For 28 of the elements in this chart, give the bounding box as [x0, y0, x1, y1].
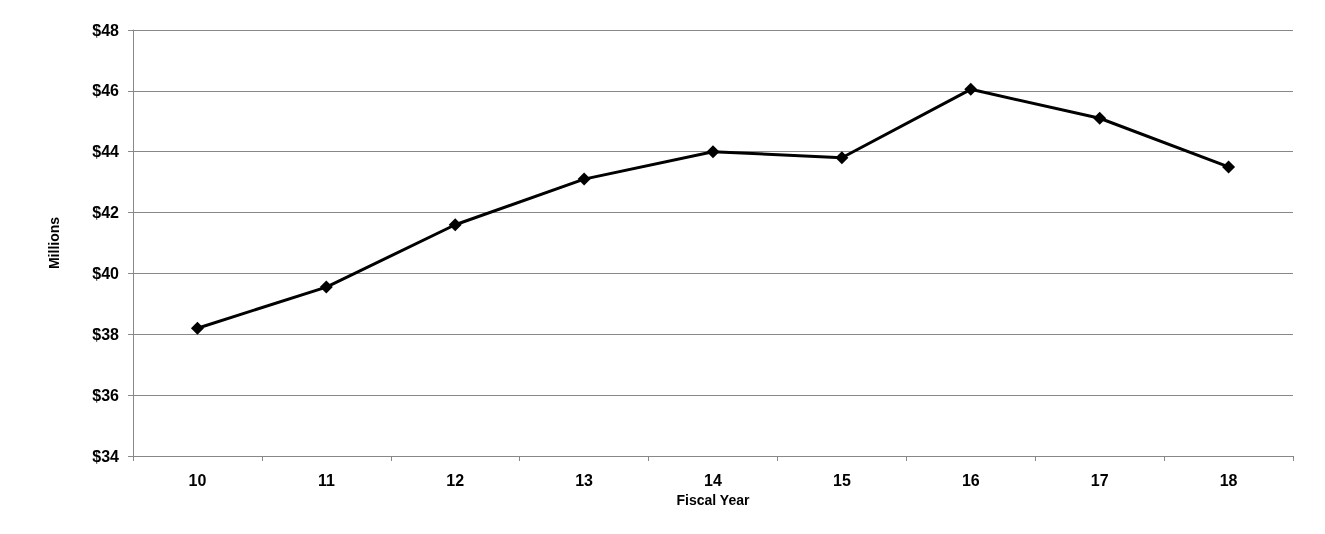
- y-tick-label: $44: [92, 143, 120, 161]
- y-tick-label: $38: [92, 325, 120, 343]
- point: [835, 151, 849, 165]
- x-tick-label: 13: [575, 471, 594, 489]
- y-tick-label: $48: [92, 21, 120, 39]
- x-tick-label: 16: [961, 471, 980, 489]
- point: [1222, 160, 1236, 174]
- x-tick-label: 10: [188, 471, 207, 489]
- point: [964, 82, 978, 96]
- y-tick-label: $40: [92, 264, 120, 282]
- x-tick-label: 12: [446, 471, 465, 489]
- point: [706, 145, 720, 159]
- y-tick-label: $42: [92, 204, 120, 222]
- y-tick-label: $34: [92, 447, 120, 465]
- y-axis-title: Millions: [46, 216, 62, 270]
- x-tick-label: 14: [704, 471, 722, 489]
- point: [1093, 111, 1107, 125]
- point: [319, 280, 333, 294]
- x-axis-title: Fiscal Year: [676, 491, 750, 508]
- x-tick-label: 17: [1090, 471, 1109, 489]
- x-tick-label: 18: [1219, 471, 1238, 489]
- x-tick-label: 11: [317, 471, 335, 489]
- x-tick-label: 15: [832, 471, 851, 489]
- point: [448, 218, 462, 232]
- y-tick-label: $36: [92, 386, 120, 404]
- point: [577, 172, 591, 186]
- point: [190, 321, 204, 335]
- y-tick-label: $46: [92, 82, 120, 100]
